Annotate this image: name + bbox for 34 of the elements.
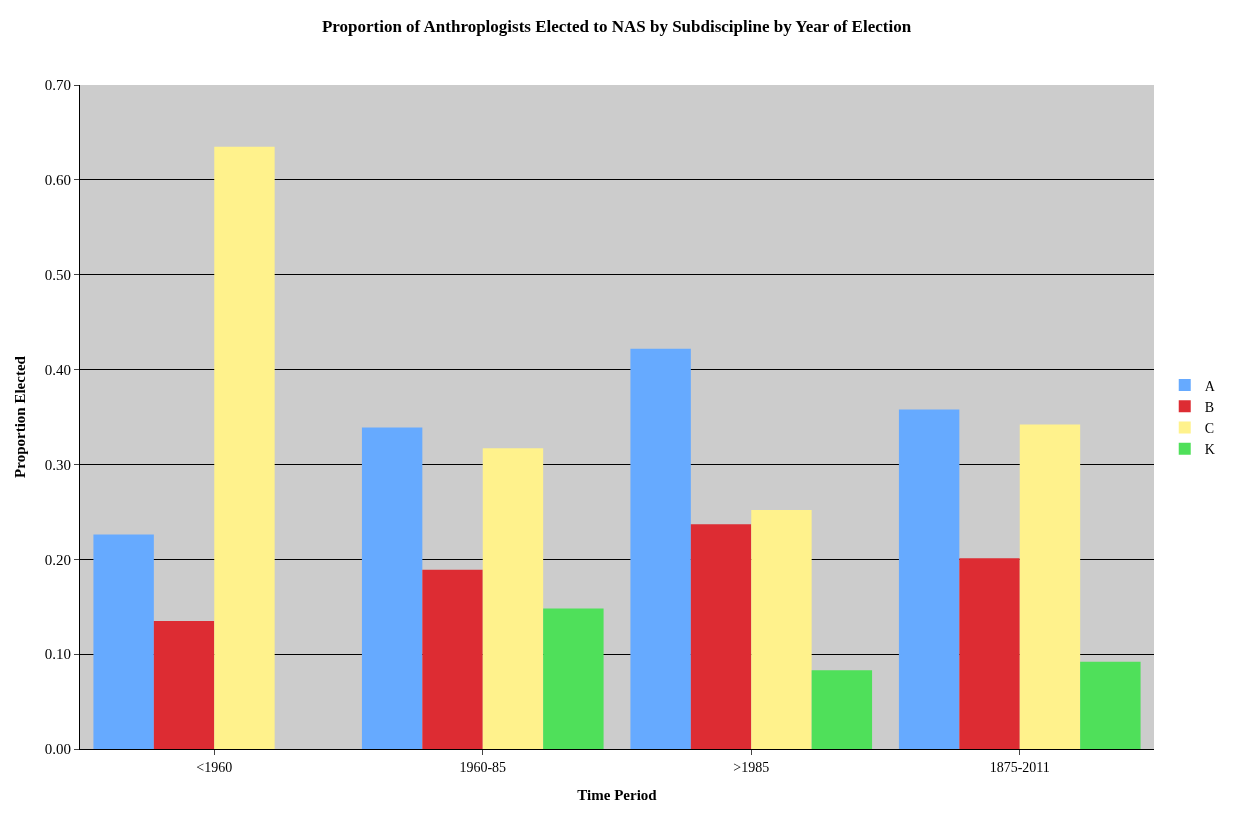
x-tick-label: <1960 (196, 759, 233, 775)
y-tick-label: 0.70 (44, 77, 71, 94)
bar (630, 348, 691, 749)
bar (422, 569, 483, 749)
bar (361, 427, 423, 749)
bar (1080, 661, 1141, 749)
bar (751, 509, 812, 749)
bar (898, 409, 960, 749)
bar (482, 448, 544, 749)
y-tick-label: 0.00 (44, 741, 71, 758)
chart-title: Proportion of Anthroplogists Elected to NAS by Subdiscipline by Year of Election (321, 17, 912, 37)
x-tick-label: >1985 (733, 759, 770, 775)
y-axis-title: Proportion Elected (12, 355, 28, 478)
legend-label: A (1204, 378, 1216, 394)
legend-label: B (1204, 399, 1215, 415)
bar (214, 146, 275, 749)
y-tick-label: 0.40 (44, 361, 71, 378)
bar (543, 608, 604, 749)
y-tick-label: 0.30 (44, 456, 71, 473)
x-axis-title: Time Period (577, 786, 658, 803)
y-tick-label: 0.20 (44, 551, 71, 568)
bar (1019, 424, 1081, 749)
legend-label: C (1204, 420, 1215, 436)
bar (959, 558, 1020, 749)
bar (811, 670, 873, 749)
y-tick-label: 0.50 (44, 266, 71, 283)
x-tick-label: 1960-85 (459, 759, 507, 775)
y-tick-label: 0.60 (44, 172, 71, 189)
y-tick-label: 0.10 (44, 646, 71, 663)
x-tick-label: 1875-2011 (989, 759, 1050, 775)
bar (93, 534, 154, 749)
bar (153, 620, 215, 749)
legend-label: K (1204, 442, 1215, 458)
bar (690, 524, 752, 749)
